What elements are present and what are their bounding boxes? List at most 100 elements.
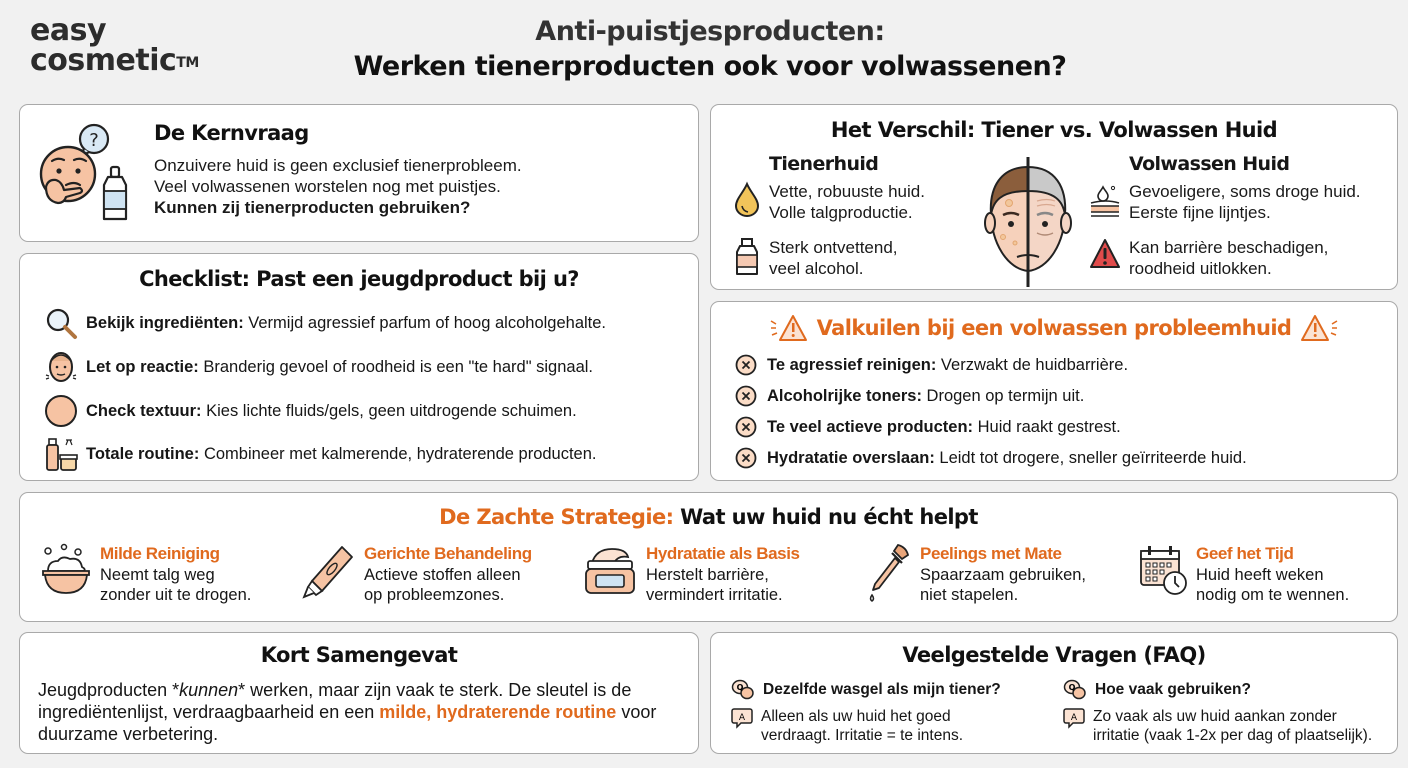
irritated-face-icon: [44, 349, 78, 385]
x-circle-icon: [735, 354, 757, 376]
strategie-title: De Zachte Strategie: Wat uw huid nu écht…: [20, 505, 1397, 529]
samenvatting-emphasis: kunnen: [179, 680, 239, 700]
strategie-line1: Spaarzaam gebruiken,: [920, 566, 1087, 584]
samenvatting-text: voor duurzame verbetering.: [38, 702, 657, 744]
strategie-title-rest: Wat uw huid nu écht helpt: [673, 505, 978, 529]
strategie-item: Hydratatie als Basis Herstelt barrière, ve…: [582, 543, 800, 605]
valkuil-text: Verzwakt de huidbarrière.: [936, 355, 1129, 374]
svg-text:Q: Q: [737, 683, 744, 692]
volwassen-huid-heading: Volwassen Huid: [1129, 153, 1290, 175]
valkuil-text: Leidt tot drogere, sneller geïrriteerde …: [934, 448, 1247, 467]
warning-icon-left: [769, 313, 809, 343]
strategie-item: Geef het Tijd Huid heeft weken nodig om te…: [1138, 543, 1349, 605]
checklist-item: Let op reactie: Branderig gevoel of rood…: [44, 349, 593, 385]
strategie-heading: Gerichte Behandeling: [364, 544, 532, 563]
trademark: TM: [176, 55, 199, 71]
x-circle-icon: [735, 416, 757, 438]
x-circle-icon: [735, 447, 757, 469]
kernvraag-title: De Kernvraag: [154, 121, 309, 145]
valkuil-item: Te agressief reinigen: Verzwakt de huidb…: [735, 354, 1128, 376]
valkuil-label: Te agressief reinigen:: [767, 355, 937, 374]
calendar-clock-icon: [1138, 543, 1188, 605]
checklist-item: Check textuur: Kies lichte fluids/gels, …: [44, 394, 577, 428]
bottle-icon: [733, 237, 761, 277]
brand-line1: easy: [30, 13, 107, 48]
tiener-item-1-line2: Volle talgproductie.: [769, 203, 913, 222]
checklist-item-text: Vermijd agressief parfum of hoog alcohol…: [243, 313, 607, 332]
warning-triangle-icon: [1089, 237, 1121, 271]
valkuilen-title: Valkuilen bij een volwassen probleemhuid: [816, 316, 1292, 340]
faq-item: Q Dezelfde wasgel als mijn tiener? A Allee…: [731, 679, 1051, 745]
svg-text:A: A: [1071, 713, 1078, 723]
strategie-item: Milde Reiniging Neemt talg weg zonder uit …: [40, 543, 251, 605]
qa-bubbles-icon: Q: [1063, 679, 1087, 701]
kernvraag-line2: Veel volwassenen worstelen nog met puist…: [154, 177, 501, 196]
samenvatting-title: Kort Samengevat: [260, 643, 458, 667]
valkuil-label: Alcoholrijke toners:: [767, 386, 922, 405]
verschil-title: Het Verschil: Tiener vs. Volwassen Huid: [830, 118, 1278, 142]
volwassen-item-1-line1: Gevoeligere, soms droge huid.: [1129, 182, 1361, 201]
faq-title: Veelgestelde Vragen (FAQ): [902, 643, 1206, 667]
svg-text:Q: Q: [1069, 683, 1076, 692]
volwassen-item-2: Kan barrière beschadigen, roodheid uitlok…: [1089, 237, 1328, 279]
thinking-face-with-bottle-icon: ?: [36, 119, 136, 224]
strategie-line2: nodig om te wennen.: [1196, 586, 1350, 604]
faq-card: Veelgestelde Vragen (FAQ) Q Dezelfde wasg…: [710, 632, 1398, 754]
samenvatting-body: Jeugdproducten *kunnen* werken, maar zij…: [38, 679, 680, 745]
valkuil-label: Te veel actieve producten:: [767, 417, 974, 436]
strategie-line1: Herstelt barrière,: [646, 566, 769, 584]
cream-jar-icon: [582, 543, 638, 605]
checklist-item: Totale routine: Combineer met kalmerende…: [44, 436, 597, 472]
checklist-item-label: Bekijk ingrediënten:: [86, 313, 244, 332]
page-title: Anti-puistjesproducten: Werken tienerpro…: [330, 14, 1090, 84]
samenvatting-text: * werken, maar zijn vaak te sterk. De sl…: [38, 680, 632, 722]
strategie-item: Peelings met Mate Spaarzaam gebruiken, nie…: [866, 543, 1086, 605]
kernvraag-line1: Onzuivere huid is geen exclusief tienerp…: [154, 156, 522, 175]
volwassen-item-2-line2: roodheid uitlokken.: [1129, 259, 1272, 278]
tiener-item-1-line1: Vette, robuuste huid.: [769, 182, 925, 201]
tiener-item-2-line2: veel alcohol.: [769, 259, 864, 278]
skin-layers-droplet-icon: [1089, 181, 1121, 221]
brand-line2: cosmetic: [30, 43, 177, 78]
tiener-item-2: Sterk ontvettend, veel alcohol.: [733, 237, 898, 279]
checklist-item-label: Check textuur:: [86, 401, 202, 420]
valkuil-item: Hydratatie overslaan: Leidt tot drogere,…: [735, 447, 1247, 469]
checklist-item-label: Let op reactie:: [86, 357, 199, 376]
faq-answer-line2: irritatie (vaak 1-2x per dag of plaatsel…: [1093, 727, 1373, 744]
checklist-item-text: Kies lichte fluids/gels, geen uitdrogend…: [201, 401, 577, 420]
strategie-line2: vermindert irritatie.: [646, 586, 783, 604]
volwassen-item-1: Gevoeligere, soms droge huid. Eerste fijn…: [1089, 181, 1361, 223]
strategie-line1: Actieve stoffen alleen: [364, 566, 521, 584]
checklist-title: Checklist: Past een jeugdproduct bij u?: [139, 267, 579, 291]
foam-bowl-icon: [40, 543, 92, 605]
checklist-item-label: Totale routine:: [86, 444, 200, 463]
valkuilen-card: Valkuilen bij een volwassen probleemhuid…: [710, 301, 1398, 481]
samenvatting-highlight: milde, hydraterende routine: [379, 702, 617, 722]
checklist-item-text: Branderig gevoel of roodheid is een "te …: [198, 357, 594, 376]
page-title-line1: Anti-puistjesproducten:: [535, 16, 885, 47]
checklist-item-text: Combineer met kalmerende, hydraterende p…: [199, 444, 597, 463]
checklist-item: Bekijk ingrediënten: Vermijd agressief p…: [44, 306, 606, 340]
verschil-card: Het Verschil: Tiener vs. Volwassen Huid …: [710, 104, 1398, 290]
svg-text:A: A: [739, 713, 746, 723]
strategie-title-accent: De Zachte Strategie:: [439, 505, 674, 529]
warning-icon-right: [1299, 313, 1339, 343]
strategie-heading: Geef het Tijd: [1196, 544, 1294, 563]
strategie-line1: Huid heeft weken: [1196, 566, 1324, 584]
texture-circle-icon: [44, 394, 78, 428]
strategie-heading: Hydratatie als Basis: [646, 544, 800, 563]
strategie-heading: Milde Reiniging: [100, 544, 220, 563]
faq-question: Dezelfde wasgel als mijn tiener?: [763, 681, 1001, 698]
tienerhuid-heading: Tienerhuid: [769, 153, 879, 175]
faq-item: Q Hoe vaak gebruiken? A Zo vaak als uw hui…: [1063, 679, 1383, 745]
faq-answer-line1: Zo vaak als uw huid aankan zonder: [1093, 708, 1337, 725]
magnifier-icon: [44, 306, 78, 340]
dropper-icon: [866, 543, 912, 605]
kernvraag-question: Kunnen zij tienerproducten gebruiken?: [154, 198, 471, 217]
split-face-young-old-icon: [973, 149, 1083, 289]
valkuil-text: Huid raakt gestrest.: [973, 417, 1121, 436]
strategie-line2: op probleemzones.: [364, 586, 505, 604]
faq-question: Hoe vaak gebruiken?: [1095, 681, 1251, 698]
answer-bubble-icon: A: [731, 707, 753, 729]
strategie-card: De Zachte Strategie: Wat uw huid nu écht…: [19, 492, 1398, 622]
